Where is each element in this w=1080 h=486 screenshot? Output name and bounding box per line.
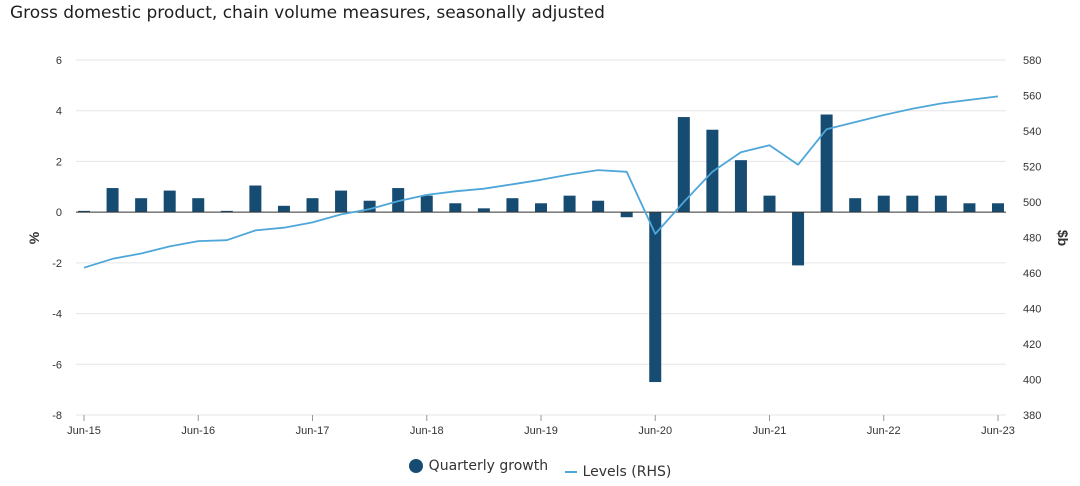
left-tick-label: 0 bbox=[56, 207, 62, 219]
right-axis-label: $b bbox=[1055, 230, 1071, 246]
bar-Dec-19 bbox=[592, 200, 605, 213]
legend-label-levels: Levels (RHS) bbox=[582, 464, 672, 480]
left-tick-label: -4 bbox=[52, 309, 62, 321]
x-tick-label: Jun-15 bbox=[67, 425, 101, 437]
right-tick-label: 420 bbox=[1023, 339, 1041, 351]
bar-Sep-16 bbox=[220, 210, 233, 213]
bar-Dec-21 bbox=[820, 114, 833, 213]
legend-marker-line bbox=[564, 471, 577, 473]
right-tick-label: 520 bbox=[1023, 162, 1041, 174]
right-tick-label: 500 bbox=[1023, 197, 1041, 209]
bar-Jun-16 bbox=[192, 198, 205, 213]
right-tick-label: 440 bbox=[1023, 304, 1041, 316]
left-tick-label: -8 bbox=[52, 410, 62, 422]
bar-Dec-17 bbox=[363, 200, 376, 213]
right-tick-label: 460 bbox=[1023, 268, 1041, 280]
bar-series-quarterly-growth bbox=[78, 114, 1004, 383]
bar-Dec-18 bbox=[477, 208, 490, 213]
left-tick-label: -2 bbox=[52, 258, 62, 270]
legend-item-quarterly-growth[interactable]: Quarterly growth bbox=[408, 458, 549, 474]
x-axis-ticks: Jun-15 Jun-16 Jun-17 Jun-18 Jun-19 Jun-20 Jun-… bbox=[67, 415, 1015, 437]
x-tick-label: Jun-17 bbox=[296, 425, 330, 437]
gridlines bbox=[76, 59, 1006, 416]
x-tick-label: Jun-19 bbox=[524, 425, 558, 437]
bar-Jun-18 bbox=[420, 195, 433, 213]
right-tick-label: 540 bbox=[1023, 126, 1041, 138]
bar-Sep-20 bbox=[677, 117, 690, 213]
left-tick-label: 6 bbox=[56, 55, 62, 67]
x-tick-label: Jun-22 bbox=[867, 425, 901, 437]
bar-Sep-22 bbox=[906, 195, 919, 213]
left-tick-label: -6 bbox=[52, 359, 62, 371]
bar-Mar-19 bbox=[506, 198, 519, 213]
bar-Mar-22 bbox=[849, 198, 862, 213]
legend-marker-bar bbox=[408, 459, 423, 473]
left-axis-ticks: 6 4 2 0 -2 -4 -6 -8 bbox=[52, 55, 62, 422]
bar-Jun-17 bbox=[306, 198, 319, 213]
bar-Mar-16 bbox=[163, 190, 176, 213]
bar-Mar-21 bbox=[734, 160, 747, 213]
left-axis-label: % bbox=[26, 231, 42, 244]
bar-Dec-15 bbox=[135, 198, 148, 213]
bar-Sep-17 bbox=[335, 190, 348, 213]
bar-Dec-22 bbox=[934, 195, 947, 213]
right-tick-label: 480 bbox=[1023, 233, 1041, 245]
left-tick-label: 4 bbox=[56, 106, 62, 118]
right-axis-ticks: 580 560 540 520 500 480 460 440 420 400 380 bbox=[1023, 55, 1041, 422]
line-series-levels bbox=[83, 95, 999, 269]
bar-Mar-23 bbox=[963, 203, 976, 213]
bar-Jun-15 bbox=[78, 210, 90, 213]
right-tick-label: 580 bbox=[1023, 55, 1041, 67]
x-tick-label: Jun-18 bbox=[410, 425, 444, 437]
x-tick-label: Jun-16 bbox=[181, 425, 215, 437]
x-tick-label: Jun-23 bbox=[981, 425, 1015, 437]
bar-Jun-22 bbox=[877, 195, 890, 213]
bar-Mar-20 bbox=[620, 212, 633, 218]
bar-Sep-15 bbox=[106, 188, 119, 213]
right-tick-label: 380 bbox=[1023, 410, 1041, 422]
chart-legend: Quarterly growth Levels (RHS) bbox=[0, 458, 1080, 480]
bar-Sep-19 bbox=[563, 195, 576, 213]
bar-Dec-16 bbox=[249, 185, 262, 213]
bar-Jun-20 bbox=[649, 212, 662, 383]
x-tick-label: Jun-21 bbox=[753, 425, 787, 437]
bar-Jun-19 bbox=[535, 203, 547, 213]
legend-item-levels[interactable]: Levels (RHS) bbox=[564, 464, 672, 480]
left-tick-label: 2 bbox=[56, 156, 62, 168]
right-tick-label: 400 bbox=[1023, 375, 1041, 387]
bar-Mar-17 bbox=[277, 205, 290, 213]
bar-Sep-18 bbox=[449, 203, 462, 213]
chart-title: Gross domestic product, chain volume mea… bbox=[10, 3, 605, 23]
bar-Sep-21 bbox=[792, 212, 805, 266]
bar-Mar-18 bbox=[392, 188, 405, 213]
bar-Jun-23 bbox=[992, 203, 1004, 213]
right-tick-label: 560 bbox=[1023, 91, 1041, 103]
x-tick-label: Jun-20 bbox=[638, 425, 672, 437]
levels-line bbox=[83, 95, 999, 269]
legend-label-quarterly-growth: Quarterly growth bbox=[428, 458, 549, 474]
bar-Jun-21 bbox=[763, 195, 776, 213]
